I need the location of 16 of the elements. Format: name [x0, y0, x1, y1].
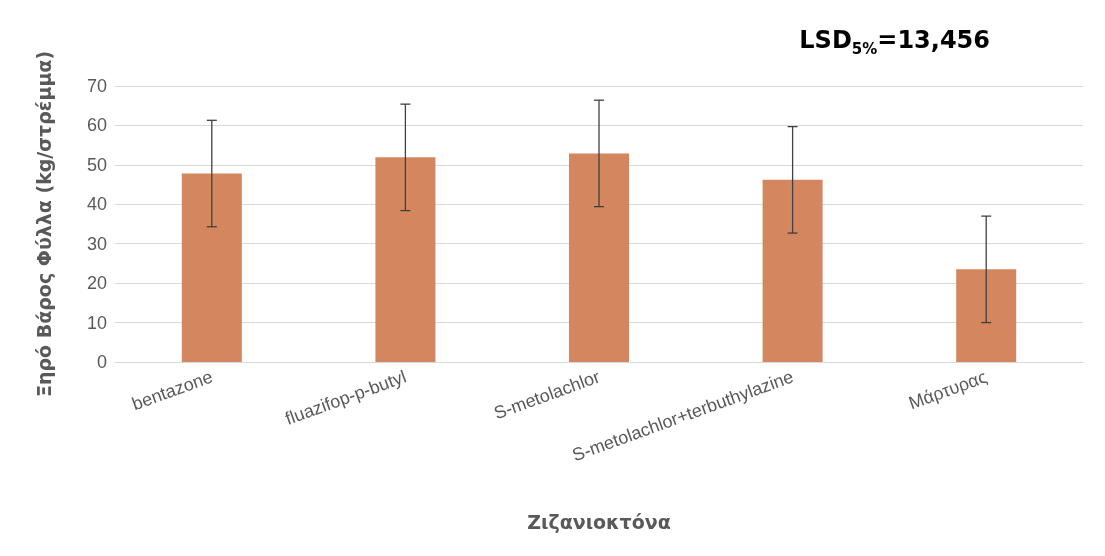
- y-tick-label: 50: [86, 154, 107, 175]
- y-tick-label: 0: [96, 352, 107, 372]
- y-tick-label: 20: [86, 273, 107, 294]
- y-tick-label: 70: [86, 76, 107, 96]
- bar: [956, 269, 1017, 362]
- bar: [375, 157, 436, 362]
- bar: [568, 153, 630, 362]
- y-tick-label: 30: [86, 233, 107, 254]
- text: LSD$_{5%}$=13,456: [799, 26, 990, 58]
- x-axis-title: Ζιζανιοκτόνα: [527, 510, 671, 533]
- y-axis-title: Ξηρό Βάρος Φύλλα (kg/στρέμμα): [32, 50, 55, 398]
- y-tick-label: 40: [86, 194, 107, 215]
- y-tick-label: 60: [86, 115, 107, 136]
- bar: [762, 179, 823, 362]
- bar: [181, 173, 242, 362]
- y-tick-label: 10: [86, 312, 107, 333]
